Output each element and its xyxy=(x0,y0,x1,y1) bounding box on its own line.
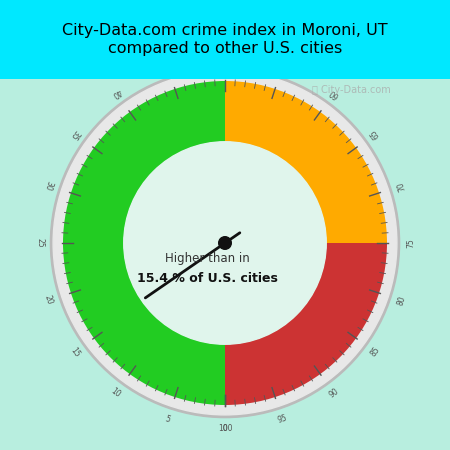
Text: 0: 0 xyxy=(223,424,227,433)
Wedge shape xyxy=(225,243,387,405)
Text: 10: 10 xyxy=(109,387,122,400)
Text: 5: 5 xyxy=(164,414,171,424)
Wedge shape xyxy=(63,81,225,405)
Text: 70: 70 xyxy=(396,180,407,192)
Text: 15: 15 xyxy=(68,346,81,359)
Text: Higher than in: Higher than in xyxy=(165,252,249,265)
Text: 50: 50 xyxy=(220,53,230,62)
Text: 90: 90 xyxy=(328,387,341,400)
Text: 25: 25 xyxy=(35,238,44,248)
Text: 85: 85 xyxy=(369,346,382,359)
Text: 95: 95 xyxy=(276,414,288,425)
Circle shape xyxy=(124,142,326,344)
Circle shape xyxy=(219,237,231,249)
Text: 100: 100 xyxy=(218,424,232,433)
Text: ⓘ City-Data.com: ⓘ City-Data.com xyxy=(311,85,391,95)
Bar xyxy=(0,0,450,79)
Wedge shape xyxy=(225,81,387,243)
Text: 45: 45 xyxy=(162,61,174,72)
Text: City-Data.com crime index in Moroni, UT
compared to other U.S. cities: City-Data.com crime index in Moroni, UT … xyxy=(62,23,388,55)
Circle shape xyxy=(53,71,397,415)
Text: 75: 75 xyxy=(406,238,415,248)
Text: 30: 30 xyxy=(43,180,54,192)
Circle shape xyxy=(50,68,400,418)
Text: 35: 35 xyxy=(68,127,81,140)
Text: 60: 60 xyxy=(328,86,341,99)
Text: 80: 80 xyxy=(396,294,407,306)
Text: 55: 55 xyxy=(276,61,288,72)
Text: 15.4 % of U.S. cities: 15.4 % of U.S. cities xyxy=(136,272,278,284)
Text: 20: 20 xyxy=(43,294,54,306)
Text: 65: 65 xyxy=(369,127,382,140)
Text: 40: 40 xyxy=(109,86,122,99)
